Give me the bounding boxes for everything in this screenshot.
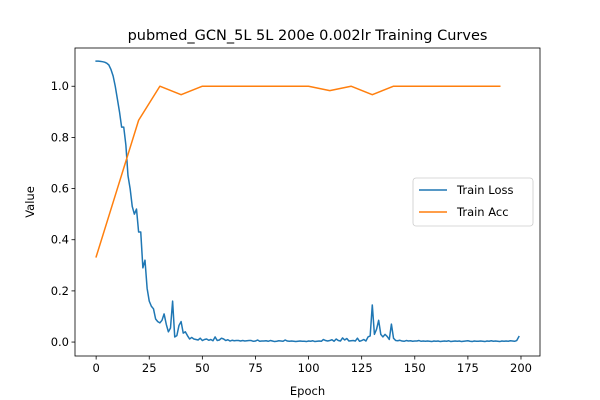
y-tick-label: 0.0 <box>51 335 69 349</box>
x-tick-label: 125 <box>351 361 373 375</box>
y-tick-label: 0.8 <box>51 130 69 144</box>
x-tick-label: 150 <box>404 361 426 375</box>
x-tick-label: 50 <box>195 361 210 375</box>
y-tick-label: 0.2 <box>51 284 69 298</box>
chart-title: pubmed_GCN_5L 5L 200e 0.002lr Training C… <box>128 28 488 44</box>
y-tick-label: 0.6 <box>51 182 69 196</box>
x-tick-label: 75 <box>248 361 263 375</box>
x-tick-label: 25 <box>142 361 157 375</box>
plot-frame <box>74 47 541 357</box>
x-tick-label: 175 <box>457 361 479 375</box>
y-tick-label: 1.0 <box>51 79 69 93</box>
series-line-train-loss <box>95 60 520 343</box>
y-axis-ticks: 0.0 0.2 0.4 0.6 0.8 1.0 <box>51 79 75 349</box>
series-line-train-acc <box>95 85 501 258</box>
legend-label-train-acc: Train Acc <box>456 205 509 219</box>
x-axis-label: Epoch <box>290 384 325 398</box>
series-layer <box>95 60 520 343</box>
legend-label-train-loss: Train Loss <box>456 183 513 197</box>
x-tick-label: 200 <box>510 361 532 375</box>
y-axis-label: Value <box>23 186 37 218</box>
x-tick-label: 0 <box>92 361 99 375</box>
y-tick-label: 0.4 <box>51 233 69 247</box>
legend: Train Loss Train Acc <box>412 177 534 227</box>
x-axis-ticks: 0 25 50 75 100 125 150 175 200 <box>92 356 532 375</box>
x-tick-label: 100 <box>298 361 320 375</box>
